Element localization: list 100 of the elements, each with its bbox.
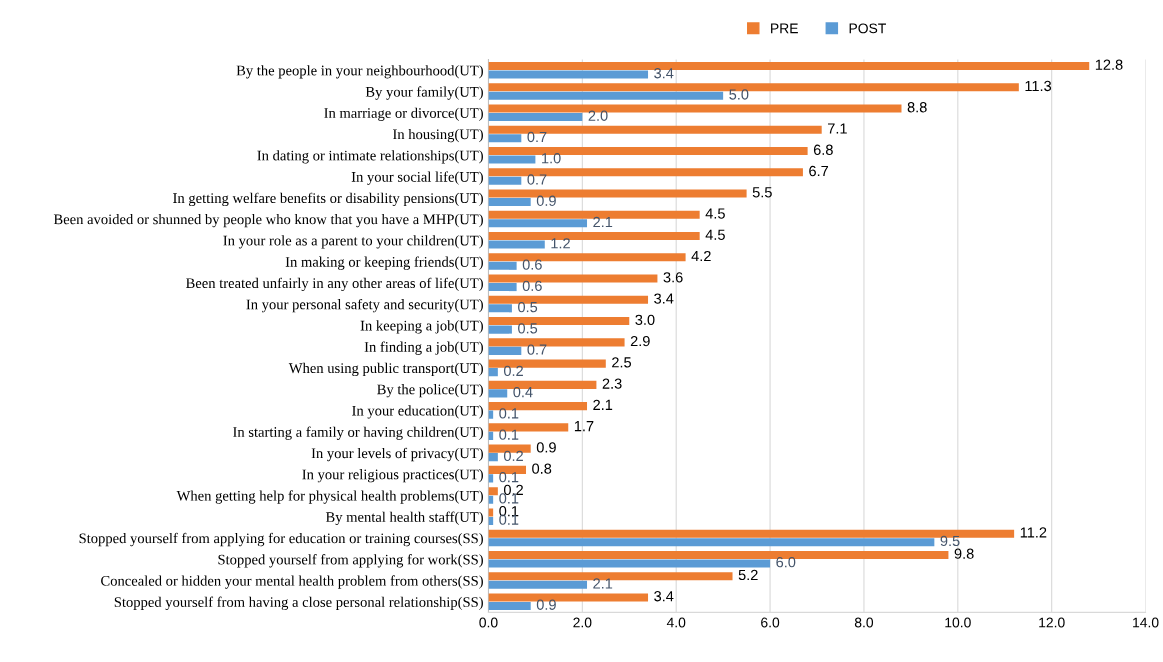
data-label: 0.1 xyxy=(499,429,519,440)
data-label: 6.7 xyxy=(809,165,829,177)
y-tick-label: In your social life(UT) xyxy=(351,171,483,185)
data-label: 0.2 xyxy=(503,450,523,462)
x-tick-label: 8.0 xyxy=(854,617,874,628)
data-label: 0.2 xyxy=(503,365,523,377)
data-label: 5.0 xyxy=(729,89,749,100)
data-label: 3.0 xyxy=(635,314,655,325)
legend-label: PRE xyxy=(771,23,798,34)
x-tick-label: 0.0 xyxy=(479,617,498,628)
y-tick-label: In your education(UT) xyxy=(352,405,483,419)
data-label: 3.4 xyxy=(654,293,674,304)
data-label: 0.7 xyxy=(527,131,547,143)
bar xyxy=(488,283,517,292)
y-tick-label: In your levels of privacy(UT) xyxy=(311,447,483,462)
y-tick-label: By the people in your neighbourhood(UT) xyxy=(236,65,483,79)
data-label: 3.4 xyxy=(654,591,674,602)
bar xyxy=(488,61,1090,70)
bar xyxy=(488,487,498,496)
data-label: 4.2 xyxy=(691,250,711,262)
data-label: 3.4 xyxy=(654,68,674,79)
bar xyxy=(488,304,512,313)
data-label: 11.3 xyxy=(1025,80,1052,92)
x-tick-label: 14.0 xyxy=(1133,617,1159,628)
y-tick-label: By the police(UT) xyxy=(377,384,483,398)
data-label: 2.1 xyxy=(593,578,613,589)
data-label: 0.1 xyxy=(499,408,519,419)
y-tick-label: When using public transport(UT) xyxy=(288,362,483,377)
y-tick-label: Been treated unfairly in any other areas of life(UT) xyxy=(186,277,483,292)
data-label: 0.9 xyxy=(536,442,556,453)
legend-label: POST xyxy=(849,23,886,34)
y-tick-label: In housing(UT) xyxy=(393,128,483,143)
bar xyxy=(488,112,583,122)
y-tick-label: When getting help for physical health problems(UT) xyxy=(176,490,483,504)
data-label: 2.1 xyxy=(593,216,613,228)
bar xyxy=(488,295,649,304)
data-label: 12.8 xyxy=(1095,59,1123,70)
y-tick-label: Stopped yourself from having a close personal relationship(SS) xyxy=(114,596,483,610)
bar xyxy=(488,465,527,474)
data-label: 0.9 xyxy=(536,599,556,610)
data-label: 8.8 xyxy=(907,102,927,113)
data-label: 0.5 xyxy=(518,323,538,334)
bar xyxy=(488,368,498,377)
data-label: 4.5 xyxy=(705,229,725,240)
bar xyxy=(488,601,531,611)
bar xyxy=(488,346,522,355)
bar xyxy=(488,240,545,249)
data-label: 2.0 xyxy=(588,110,608,121)
data-label: 0.1 xyxy=(499,472,519,483)
bar xyxy=(488,580,588,589)
bar xyxy=(488,70,649,79)
bar xyxy=(488,380,597,389)
y-tick-label: By mental health staff(UT) xyxy=(325,511,483,525)
data-label: 3.6 xyxy=(663,272,683,283)
y-tick-label: In making or keeping friends(UT) xyxy=(285,256,483,270)
data-label: 1.2 xyxy=(551,238,570,249)
bar xyxy=(488,559,771,568)
y-tick-label: In keeping a job(UT) xyxy=(360,320,483,334)
bar xyxy=(488,453,498,462)
bar xyxy=(488,538,935,547)
data-label: 2.9 xyxy=(630,335,650,347)
y-tick-label: Been avoided or shunned by people who know that you have a MHP(UT) xyxy=(53,213,483,228)
data-label: 0.7 xyxy=(527,174,547,185)
bar xyxy=(488,389,508,398)
y-tick-label: In your role as a parent to your children(UT) xyxy=(223,235,483,249)
x-tick-label: 12.0 xyxy=(1039,617,1065,628)
bar xyxy=(488,134,522,143)
y-tick-label: In starting a family or having children(UT) xyxy=(233,426,483,440)
bar xyxy=(488,176,522,185)
data-label: 7.1 xyxy=(828,123,847,134)
data-label: 0.7 xyxy=(527,344,547,355)
data-label: 0.5 xyxy=(518,301,538,313)
data-label: 1.7 xyxy=(574,421,594,432)
data-label: 6.8 xyxy=(813,144,833,155)
x-tick-label: 6.0 xyxy=(761,617,780,628)
bar xyxy=(488,325,512,334)
bar xyxy=(488,197,531,207)
data-label: 5.5 xyxy=(752,187,772,198)
y-tick-label: In your personal safety and security(UT) xyxy=(246,298,483,313)
data-label: 0.6 xyxy=(522,259,542,270)
y-tick-label: In getting welfare benefits or disability pensions(UT) xyxy=(173,192,483,207)
data-label: 6.0 xyxy=(776,557,796,568)
bar xyxy=(488,550,949,559)
data-label: 9.5 xyxy=(940,535,960,547)
y-tick-label: Concealed or hidden your mental health problem from others(SS) xyxy=(101,575,483,589)
data-label: 0.6 xyxy=(522,280,542,291)
y-tick-label: In finding a job(UT) xyxy=(364,341,483,355)
x-tick-label: 4.0 xyxy=(666,617,686,628)
data-label: 0.8 xyxy=(532,463,552,474)
bar xyxy=(488,91,724,100)
x-tick-label: 2.0 xyxy=(573,617,592,628)
y-tick-label: Stopped yourself from applying for education or training courses(SS) xyxy=(79,532,483,547)
data-label: 4.5 xyxy=(705,208,725,219)
data-label: 2.5 xyxy=(612,357,632,368)
y-tick-label: Stopped yourself from applying for work(SS) xyxy=(218,554,483,568)
data-label: 2.1 xyxy=(593,399,613,410)
data-label: 11.2 xyxy=(1020,527,1047,538)
y-tick-label: In dating or intimate relationships(UT) xyxy=(257,150,483,164)
data-label: 1.0 xyxy=(542,153,561,164)
data-label: 0.4 xyxy=(513,386,533,398)
